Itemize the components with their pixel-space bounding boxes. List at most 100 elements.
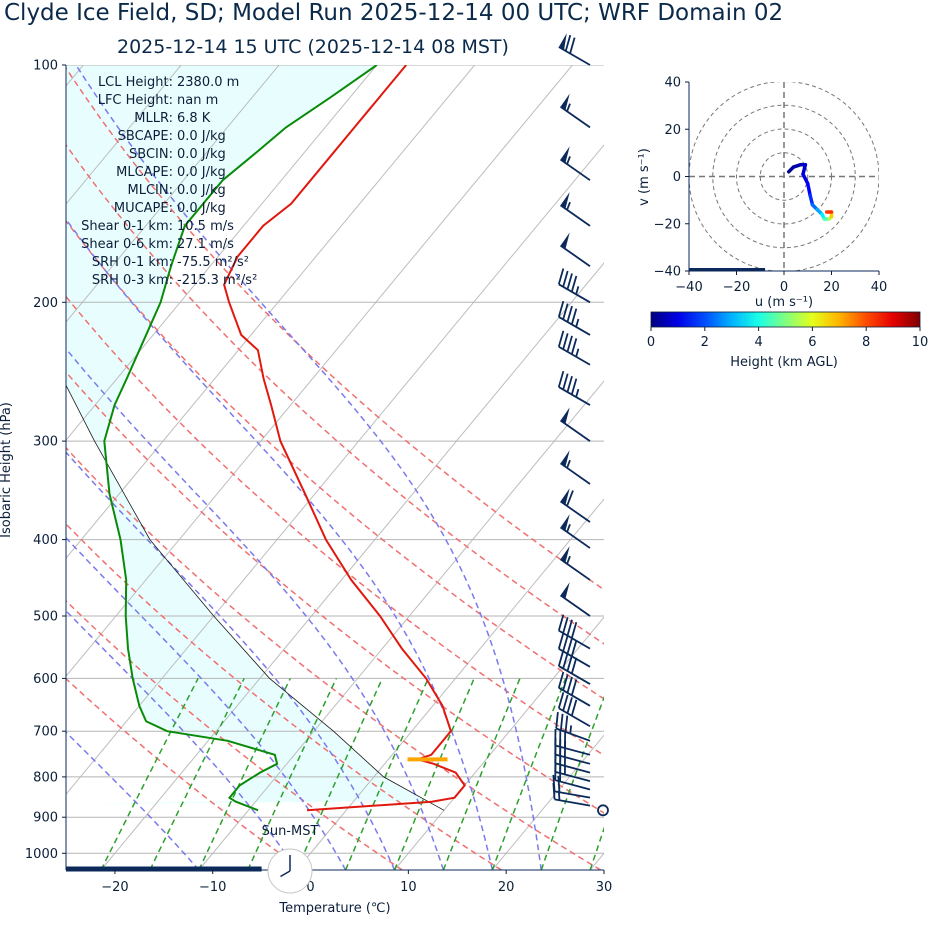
isotherm-line (491, 734, 604, 870)
wind-barb (559, 546, 591, 581)
y-tick-label: 500 (33, 609, 58, 624)
dewpoint-profile-line (103, 65, 378, 812)
mixing-ratio-line (589, 826, 604, 870)
barb-flag (560, 192, 570, 209)
barb-staff (558, 283, 591, 304)
barb-flag (560, 232, 570, 250)
x-tick-label: 20 (498, 880, 515, 895)
wind-barb (557, 370, 591, 406)
hodograph-x-axis-label: u (m s⁻¹) (755, 295, 813, 310)
barb-staff (558, 345, 591, 366)
parcel-profile-line (66, 384, 445, 811)
index-label: LFC Height: (98, 93, 173, 108)
mixing-ratio-line (540, 695, 604, 870)
barb-full (562, 674, 569, 691)
colorbar-tick-label: 2 (701, 335, 709, 350)
hodograph-ring (759, 152, 809, 201)
barb-staff (558, 665, 591, 685)
colorbar-tick-label: 0 (647, 335, 655, 350)
barb-full (552, 782, 556, 800)
hodograph-y-tick-label: −20 (654, 217, 681, 232)
index-label: SRH 0-3 km: (92, 273, 173, 288)
index-value: 0.0 J/kg (177, 183, 226, 198)
barb-half (575, 286, 580, 295)
dry-adiabat (66, 446, 601, 870)
barb-full (562, 652, 569, 669)
mixing-ratio-line (198, 678, 291, 870)
barb-half (566, 523, 571, 533)
barb-half (575, 388, 580, 398)
y-tick-label: 1000 (25, 847, 58, 862)
barb-half (566, 156, 571, 165)
barb-full (562, 635, 569, 652)
mixing-ratio-line (100, 678, 199, 870)
index-label: SBCIN: (129, 147, 173, 162)
wind-barb (557, 268, 591, 304)
barb-full (566, 676, 573, 694)
barb-full (569, 37, 576, 54)
barb-half (566, 459, 571, 469)
hodograph-y-tick-label: 40 (664, 76, 681, 91)
wind-barb (557, 300, 591, 336)
barb-staff (559, 106, 591, 129)
barb-full (566, 619, 573, 636)
barb-full (564, 34, 572, 52)
barb-staff (554, 779, 591, 791)
barb-full (566, 375, 573, 393)
barb-full (570, 699, 578, 717)
wind-barb (557, 330, 591, 366)
mixing-ratio-line (149, 678, 245, 870)
index-label: SBCAPE: (118, 129, 173, 144)
moist-adiabat (66, 451, 396, 870)
barb-full (570, 679, 578, 696)
calm-circle (597, 804, 609, 817)
hodograph-x-tick-label: 20 (823, 280, 840, 295)
x-tick-label: 30 (596, 880, 613, 895)
barb-flag (558, 33, 567, 50)
hodograph-plot-area (689, 82, 879, 271)
wind-barb (559, 488, 591, 523)
barb-staff (558, 386, 591, 406)
index-value: 0.0 J/kg (177, 201, 226, 216)
barb-staff (558, 46, 591, 66)
y-tick-label: 600 (33, 672, 58, 687)
cape-cin-shading (66, 65, 428, 805)
y-tick-label: 800 (33, 770, 58, 785)
wind-barb (557, 649, 591, 685)
index-label: MUCAPE: (114, 201, 173, 216)
colorbar-tick-label: 10 (912, 335, 928, 350)
barb-full (557, 671, 565, 689)
index-label: SRH 0-1 km: (92, 255, 173, 270)
barb-full (562, 333, 569, 350)
barb-staff (559, 419, 591, 442)
barb-full (570, 622, 578, 639)
clock-hour-hand (280, 870, 291, 878)
dry-adiabat (66, 370, 604, 814)
wind-barb (557, 671, 591, 707)
barb-staff (554, 790, 591, 799)
barb-staff (555, 727, 591, 742)
wind-barb (555, 712, 591, 742)
barb-full (564, 715, 569, 733)
wind-barb (557, 692, 591, 728)
moist-adiabat (66, 536, 347, 870)
barb-full (557, 775, 561, 793)
wind-barb (559, 407, 591, 442)
clock-label: Sun-MST (262, 824, 319, 839)
barb-staff (558, 648, 591, 668)
barb-full (557, 649, 565, 667)
wind-barb (559, 146, 591, 181)
hodograph-y-tick-label: 0 (673, 170, 681, 185)
barb-full (559, 713, 564, 731)
x-tick-label: 0 (306, 880, 314, 895)
index-value: 0.0 J/kg (177, 147, 226, 162)
hodograph-x-tick-label: 40 (871, 280, 888, 295)
isotherm-line (66, 144, 604, 796)
barb-full (566, 697, 573, 714)
index-value: 0.0 J/kg (177, 129, 226, 144)
barb-full (562, 270, 569, 288)
x-tick-label: −20 (101, 880, 128, 895)
barb-staff (554, 798, 591, 807)
barb-full (555, 712, 559, 729)
wind-barb (559, 232, 591, 267)
